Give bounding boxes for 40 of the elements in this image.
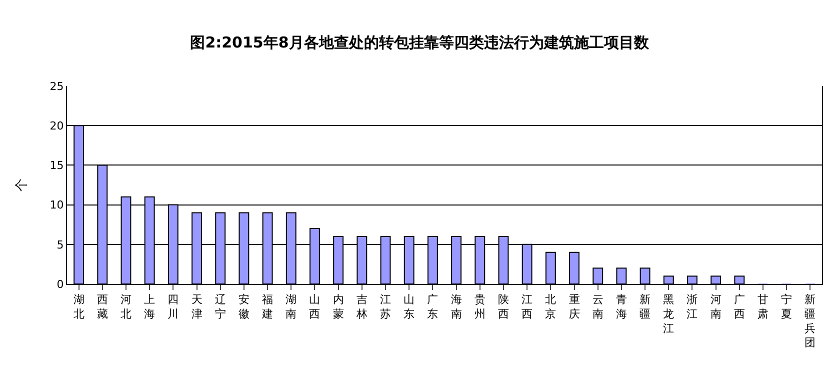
x-tick-label: 上海 (144, 293, 156, 320)
x-tick-label: 西藏 (96, 293, 108, 320)
x-tick-label: 新疆 (640, 293, 651, 320)
y-axis-title: 个 (14, 178, 30, 192)
x-tick-label: 海南 (450, 293, 462, 320)
x-tick-label: 广西 (734, 293, 745, 320)
x-tick-label: 新疆兵团 (804, 293, 816, 350)
x-tick-label: 陕西 (498, 293, 509, 320)
x-tick-label: 江西 (522, 293, 533, 320)
x-tick-label: 湖南 (286, 293, 297, 320)
x-tick-label: 河北 (120, 293, 132, 320)
x-tick-label: 北京 (545, 293, 556, 320)
x-tick-label: 辽宁 (214, 293, 226, 320)
x-tick-label: 江苏 (380, 293, 392, 320)
y-tick-label: 25 (50, 80, 64, 93)
x-tick-label: 云南 (592, 293, 604, 320)
x-tick-label: 广东 (427, 293, 438, 320)
y-tick-label: 0 (56, 278, 64, 291)
x-tick-label: 湖北 (73, 293, 84, 320)
x-tick-label: 内蒙 (332, 293, 344, 320)
x-tick-label: 重庆 (568, 293, 580, 320)
chart-title: 图2:2015年8月各地查处的转包挂靠等四类违法行为建筑施工项目数 (190, 34, 650, 52)
y-tick-label: 5 (56, 238, 64, 252)
x-tick-label: 四川 (168, 293, 179, 320)
x-tick-label: 河南 (710, 293, 722, 320)
x-tick-label: 浙江 (686, 293, 698, 320)
y-tick-label: 20 (50, 119, 64, 132)
x-tick-label: 宁夏 (781, 293, 792, 320)
x-tick-label: 甘肃 (758, 293, 769, 320)
x-tick-label: 吉林 (355, 293, 368, 320)
x-tick-label: 天津 (191, 293, 202, 320)
x-tick-label: 黑龙江 (663, 293, 674, 335)
x-tick-label: 福建 (261, 293, 274, 320)
y-tick-label: 15 (50, 159, 64, 172)
x-tick-label: 贵州 (474, 293, 486, 320)
y-tick-label: 10 (50, 198, 64, 212)
x-tick-label: 安徽 (238, 293, 250, 320)
x-tick-label: 山西 (309, 293, 320, 320)
x-tick-label: 山东 (404, 293, 415, 320)
x-tick-label: 青海 (616, 293, 627, 320)
